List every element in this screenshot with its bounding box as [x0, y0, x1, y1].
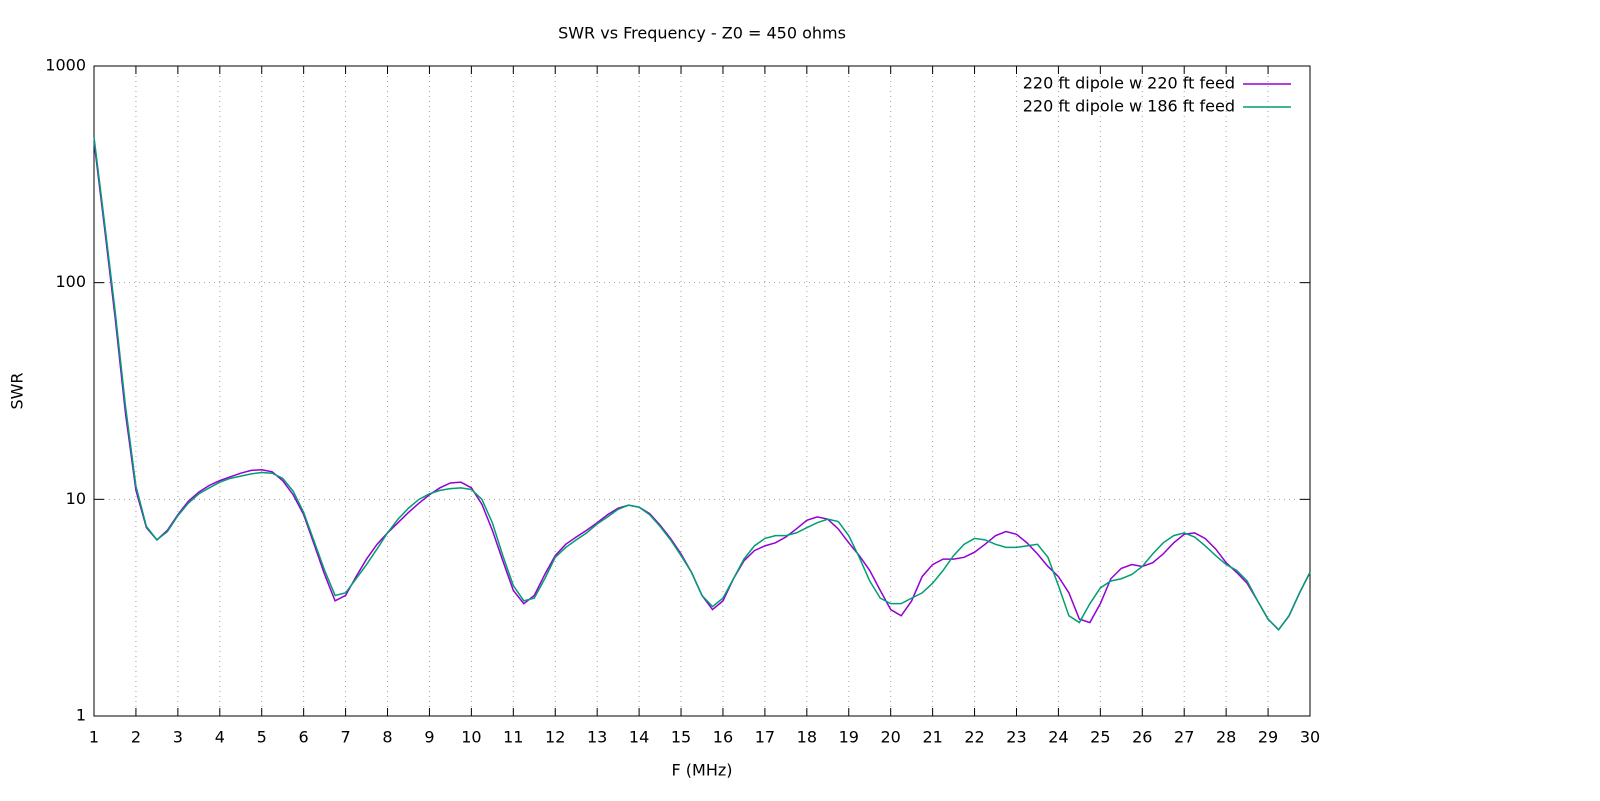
y-axis-label: SWR — [8, 372, 27, 409]
x-tick-label: 2 — [131, 728, 141, 747]
x-tick-label: 29 — [1258, 728, 1278, 747]
x-tick-label: 16 — [713, 728, 733, 747]
x-tick-label: 10 — [461, 728, 481, 747]
x-tick-label: 21 — [922, 728, 942, 747]
x-tick-label: 28 — [1216, 728, 1236, 747]
y-tick-label: 1000 — [45, 56, 86, 75]
x-tick-label: 18 — [797, 728, 817, 747]
y-tick-label: 1 — [76, 706, 86, 725]
x-tick-label: 24 — [1048, 728, 1068, 747]
x-tick-label: 26 — [1132, 728, 1152, 747]
x-tick-label: 17 — [755, 728, 775, 747]
x-tick-label: 25 — [1090, 728, 1110, 747]
x-tick-label: 19 — [839, 728, 859, 747]
x-tick-label: 5 — [257, 728, 267, 747]
x-tick-label: 27 — [1174, 728, 1194, 747]
legend-label: 220 ft dipole w 186 ft feed — [1023, 97, 1235, 116]
x-tick-label: 1 — [89, 728, 99, 747]
x-tick-label: 8 — [382, 728, 392, 747]
x-tick-label: 6 — [299, 728, 309, 747]
x-tick-label: 22 — [964, 728, 984, 747]
x-tick-label: 13 — [587, 728, 607, 747]
series-line — [93, 136, 1311, 631]
y-tick-label: 10 — [66, 489, 86, 508]
x-tick-label: 14 — [629, 728, 649, 747]
x-tick-label: 30 — [1300, 728, 1320, 747]
x-tick-label: 15 — [671, 728, 691, 747]
legend-label: 220 ft dipole w 220 ft feed — [1023, 74, 1235, 93]
x-tick-label: 11 — [503, 728, 523, 747]
plot-frame — [93, 65, 1311, 717]
chart-title: SWR vs Frequency - Z0 = 450 ohms — [558, 24, 846, 43]
x-axis-label: F (MHz) — [671, 761, 732, 780]
x-tick-label: 9 — [424, 728, 434, 747]
x-tick-label: 23 — [1006, 728, 1026, 747]
x-tick-label: 20 — [881, 728, 901, 747]
x-tick-label: 12 — [545, 728, 565, 747]
x-tick-label: 7 — [340, 728, 350, 747]
y-tick-label: 100 — [55, 272, 86, 291]
x-tick-label: 4 — [215, 728, 225, 747]
x-tick-label: 3 — [173, 728, 183, 747]
series-line — [93, 141, 1311, 631]
